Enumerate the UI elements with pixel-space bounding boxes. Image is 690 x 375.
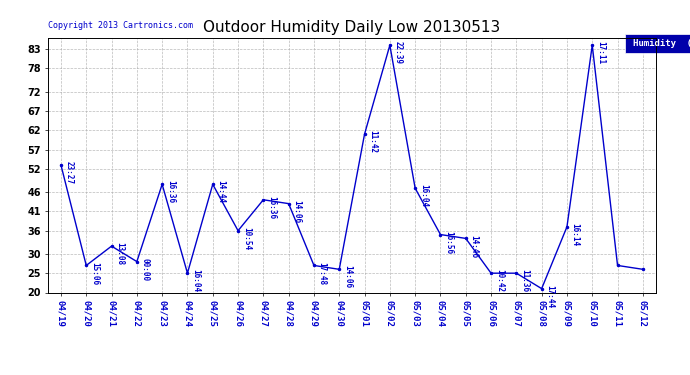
- Text: 16:56: 16:56: [444, 231, 453, 254]
- Text: 16:36: 16:36: [267, 196, 276, 219]
- Text: 14:46: 14:46: [469, 234, 479, 258]
- Text: 17:44: 17:44: [546, 285, 555, 308]
- Title: Outdoor Humidity Daily Low 20130513: Outdoor Humidity Daily Low 20130513: [204, 20, 500, 35]
- Text: 10:54: 10:54: [242, 227, 251, 250]
- Text: 14:44: 14:44: [217, 180, 226, 204]
- Text: 16:36: 16:36: [166, 180, 175, 204]
- Text: Humidity  (%): Humidity (%): [633, 39, 690, 48]
- Text: 14:06: 14:06: [343, 266, 352, 289]
- Text: 10:42: 10:42: [495, 269, 504, 292]
- Text: 11:42: 11:42: [368, 130, 377, 153]
- Text: 15:06: 15:06: [90, 262, 99, 285]
- Text: 16:04: 16:04: [419, 184, 428, 207]
- Text: 23:27: 23:27: [65, 161, 74, 184]
- Text: 17:11: 17:11: [596, 41, 605, 64]
- Text: 14:06: 14:06: [293, 200, 302, 223]
- Text: 17:48: 17:48: [317, 262, 327, 285]
- Text: 13:08: 13:08: [115, 242, 124, 266]
- Text: 16:04: 16:04: [191, 269, 200, 292]
- Text: 22:39: 22:39: [393, 41, 403, 64]
- FancyBboxPatch shape: [625, 34, 690, 53]
- Text: 16:14: 16:14: [571, 223, 580, 246]
- Text: 00:00: 00:00: [141, 258, 150, 281]
- Text: Copyright 2013 Cartronics.com: Copyright 2013 Cartronics.com: [48, 21, 193, 30]
- Text: 11:36: 11:36: [520, 269, 529, 292]
